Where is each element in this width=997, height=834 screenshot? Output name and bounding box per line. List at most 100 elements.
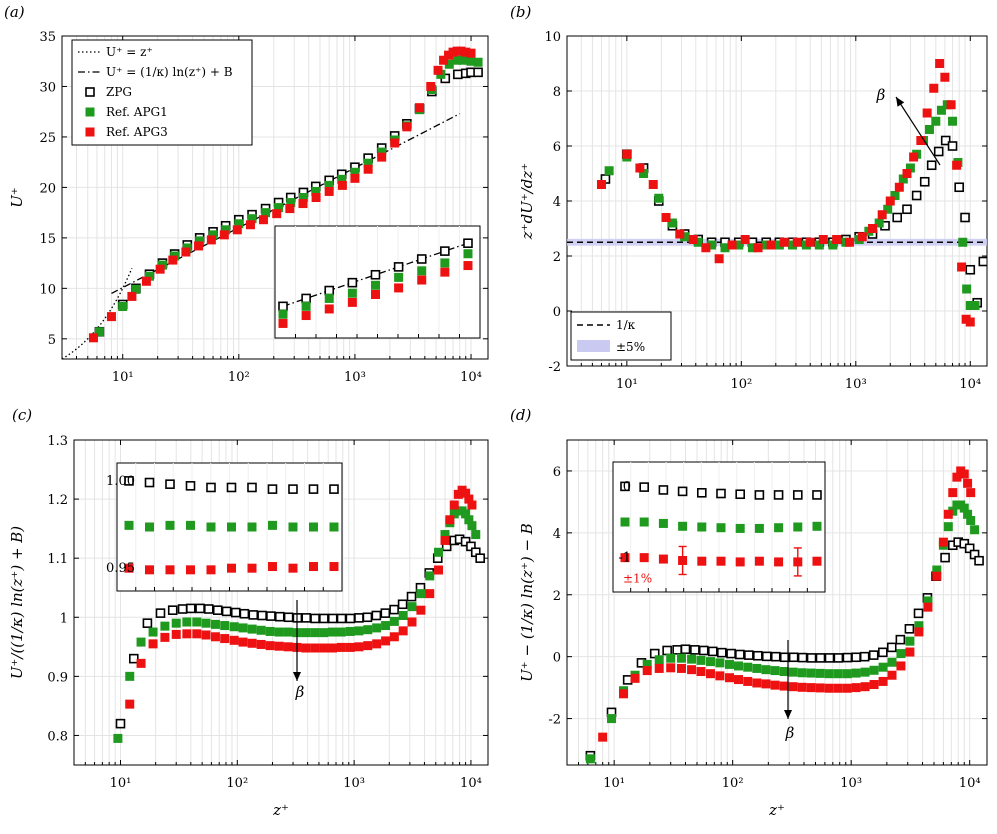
- data-point: [931, 116, 941, 126]
- data-point: [458, 55, 468, 65]
- data-point: [449, 500, 459, 510]
- y-axis-label: z⁺dU⁺/dz⁺: [518, 163, 536, 240]
- data-point: [155, 608, 166, 618]
- data-point: [924, 125, 934, 134]
- series-zpg: [600, 135, 987, 308]
- data-point: [473, 57, 483, 67]
- data-point: [788, 667, 798, 677]
- data-point: [398, 611, 408, 620]
- data-point: [965, 317, 975, 327]
- data-point: [964, 543, 975, 554]
- panel-label: (b): [510, 3, 531, 21]
- data-point: [283, 612, 294, 623]
- inset: [274, 225, 481, 339]
- data-point: [416, 605, 426, 615]
- data-point: [604, 166, 614, 176]
- inset-series-zpg: [278, 238, 473, 312]
- data-point: [238, 623, 248, 633]
- data-point: [389, 616, 399, 626]
- legend-box: [71, 39, 253, 146]
- data-point: [444, 50, 454, 60]
- data-point: [740, 235, 750, 244]
- data-point: [372, 623, 382, 633]
- data-point: [319, 628, 329, 638]
- inset-y-tick-label: -1: [618, 551, 631, 566]
- inset-data-point: [278, 318, 288, 328]
- inset-data-point: [716, 523, 726, 533]
- data-point: [860, 667, 870, 677]
- inset-data-point: [697, 556, 707, 566]
- data-point: [160, 632, 170, 642]
- data-point: [701, 243, 711, 253]
- data-point: [966, 515, 976, 525]
- inset-data-point: [324, 293, 334, 303]
- data-point: [727, 240, 737, 250]
- plot-frame: [566, 439, 988, 766]
- data-point: [842, 669, 852, 679]
- y-tick-label: 0.9: [47, 670, 68, 685]
- y-tick-label: 4: [553, 195, 561, 210]
- inset-data-point: [370, 289, 380, 299]
- data-point: [833, 669, 843, 679]
- data-point: [354, 642, 364, 652]
- data-point: [687, 665, 697, 675]
- legend: 1/κ ±5%: [570, 311, 672, 361]
- data-point: [705, 657, 715, 667]
- x-tick-label: 10³: [344, 370, 366, 385]
- data-point: [148, 639, 158, 649]
- data-point: [965, 264, 976, 275]
- data-point: [336, 613, 347, 624]
- data-point: [869, 665, 879, 675]
- data-point: [131, 284, 141, 294]
- data-point: [654, 193, 664, 203]
- data-point: [752, 678, 762, 688]
- series-ref-apg1: [585, 500, 980, 764]
- data-point: [895, 634, 906, 645]
- inset-data-point: [773, 490, 784, 500]
- data-point: [753, 650, 763, 661]
- data-point: [743, 662, 753, 672]
- y-tick-label: 4: [553, 527, 561, 542]
- panel-b: (b) 10¹ 10² 10³ 10⁴ -2 0 2 4 6 8 10 z⁺dU⁺/dz⁺ 1/κ ±5% β: [510, 3, 988, 392]
- data-point: [946, 100, 956, 110]
- data-point: [666, 663, 676, 673]
- y-tick-label: 0.8: [47, 729, 68, 744]
- data-point: [922, 108, 932, 118]
- y-tick-label: 5: [48, 333, 56, 348]
- x-axis-label: z⁺: [768, 801, 785, 819]
- data-point: [285, 204, 295, 214]
- inset-data-point: [347, 297, 357, 307]
- data-point: [705, 669, 715, 679]
- data-point: [887, 670, 897, 680]
- data-point: [210, 632, 220, 642]
- inset-data-point: [308, 562, 318, 572]
- data-point: [220, 621, 230, 631]
- data-point: [585, 754, 595, 764]
- data-point: [466, 541, 476, 552]
- data-point: [957, 262, 967, 272]
- data-point: [377, 147, 387, 157]
- data-point: [844, 237, 854, 247]
- y-tick-label: 1: [60, 611, 68, 626]
- inset-data-point: [754, 523, 764, 533]
- inset-data-point: [678, 521, 688, 531]
- data-point: [714, 254, 724, 264]
- data-point: [461, 47, 471, 57]
- inset-data-point: [774, 523, 784, 533]
- inset-data-point: [620, 553, 630, 563]
- data-point: [363, 641, 373, 651]
- data-point: [726, 648, 736, 659]
- data-point: [905, 647, 915, 657]
- data-point: [818, 235, 828, 244]
- x-tick-label: 10²: [722, 776, 744, 791]
- inset-data-point: [324, 285, 335, 296]
- inset-data-point: [394, 283, 404, 293]
- data-point: [717, 647, 727, 658]
- data-point: [696, 667, 706, 677]
- data-point: [869, 680, 879, 690]
- data-point: [948, 116, 958, 126]
- data-point: [452, 55, 462, 65]
- data-point: [622, 675, 633, 685]
- inset-data-point: [394, 272, 404, 282]
- data-point: [425, 571, 435, 581]
